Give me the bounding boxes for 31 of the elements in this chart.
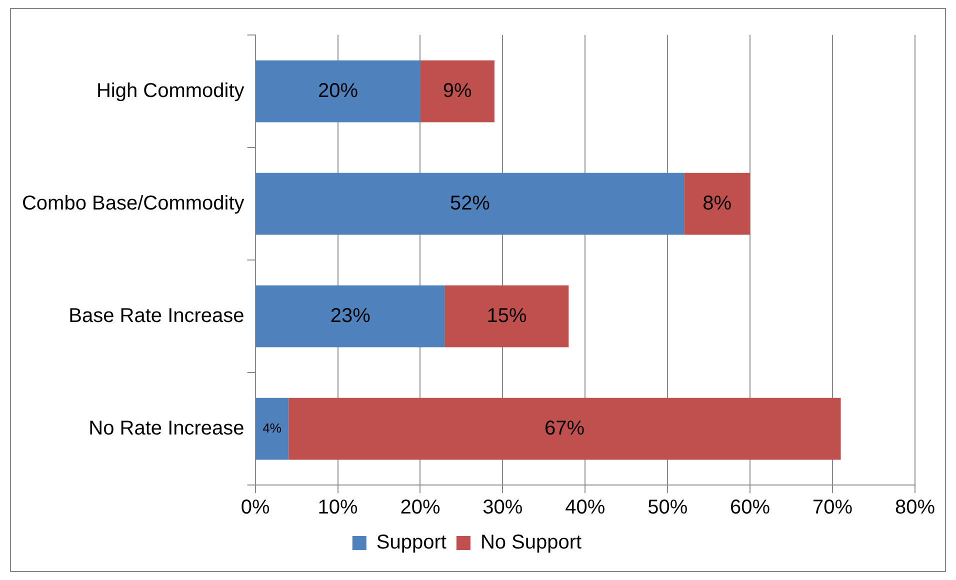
y-tick-label: High Commodity bbox=[96, 80, 244, 102]
x-tick-label: 60% bbox=[730, 496, 770, 519]
y-tick-label: No Rate Increase bbox=[88, 417, 244, 440]
y-tick-label: Base Rate Increase bbox=[68, 304, 244, 327]
bar bbox=[256, 172, 684, 235]
x-tick-label: 30% bbox=[482, 496, 523, 519]
bar bbox=[420, 60, 494, 122]
bar bbox=[288, 398, 841, 460]
data-label: 4% bbox=[262, 420, 282, 436]
legend-label: Support bbox=[376, 532, 447, 554]
data-label: 52% bbox=[450, 192, 490, 214]
x-tick-label: 40% bbox=[565, 496, 606, 519]
bar bbox=[444, 285, 569, 348]
x-tick-label: 10% bbox=[318, 496, 358, 519]
data-label: 15% bbox=[486, 304, 528, 327]
x-tick-label: 70% bbox=[812, 496, 853, 519]
x-tick-label: 20% bbox=[400, 496, 440, 519]
bar bbox=[256, 60, 420, 122]
bar bbox=[256, 398, 288, 460]
data-label: 8% bbox=[702, 192, 732, 214]
x-tick-label: 50% bbox=[648, 496, 688, 519]
data-label: 9% bbox=[442, 80, 472, 102]
x-tick-label: 0% bbox=[240, 496, 270, 519]
bar bbox=[256, 285, 445, 348]
x-tick-label: 80% bbox=[894, 496, 936, 519]
legend-label: No Support bbox=[480, 532, 582, 554]
data-label: 67% bbox=[544, 417, 585, 440]
y-tick-label: Combo Base/Commodity bbox=[22, 192, 244, 214]
data-label: 23% bbox=[330, 304, 371, 327]
data-label: 20% bbox=[318, 80, 358, 102]
bar bbox=[684, 172, 750, 235]
